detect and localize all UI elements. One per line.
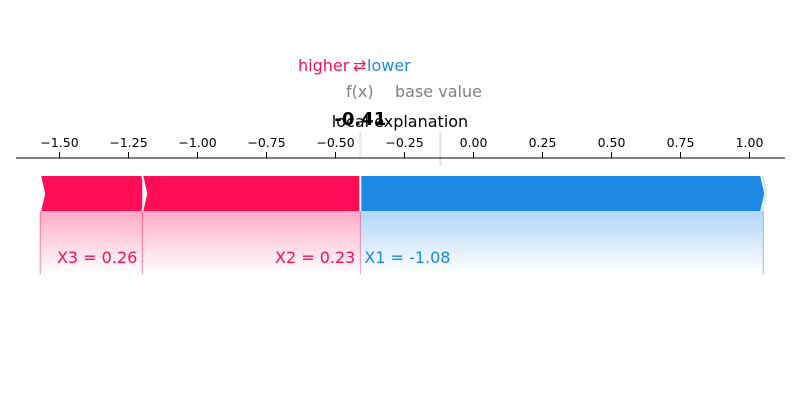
- feature-label-positive: X3 = 0.26: [57, 248, 137, 267]
- x-axis: −1.50 −1.25 −1.00 −0.75 −0.50 −0.25 0.00 0.25 0.…: [16, 132, 785, 166]
- bar-separator: [141, 175, 148, 212]
- fx-label: f(x): [346, 82, 374, 101]
- feature-label-positive: X2 = 0.23: [275, 248, 355, 267]
- feature-labels: X3 = 0.26 X2 = 0.23 X1 = -1.08: [57, 248, 451, 267]
- bar-end-cap: [761, 175, 768, 212]
- bar-negative-feature: [360, 176, 765, 211]
- feature-fills: [39, 211, 764, 274]
- bar-positive-feature: [40, 176, 143, 211]
- output-value-label: -0.41: [334, 109, 386, 130]
- x-tick-label: 1.00: [736, 135, 764, 150]
- x-tick-label: 0.25: [529, 135, 557, 150]
- feature-label-negative: X1 = -1.08: [364, 248, 450, 267]
- x-tick-label: −1.00: [178, 135, 216, 150]
- x-tick-label: −0.75: [247, 135, 285, 150]
- feature-bars: [39, 175, 768, 212]
- legend-lower-label: lower: [367, 56, 411, 75]
- negative-fill: [360, 211, 764, 274]
- x-tick-label: −0.50: [316, 135, 354, 150]
- legend-arrow-icon: ⇄: [353, 56, 366, 75]
- bar-separator: [39, 175, 46, 212]
- x-tick-label: −0.25: [385, 135, 423, 150]
- chart-title: local explanation: [332, 112, 468, 131]
- positive-fill: [40, 211, 143, 274]
- bar-positive-feature: [142, 176, 361, 211]
- x-tick-label: 0.50: [598, 135, 626, 150]
- x-tick-label: 0.00: [460, 135, 488, 150]
- x-tick-label: −1.25: [109, 135, 147, 150]
- x-tick-label: 0.75: [667, 135, 695, 150]
- x-tick-label: −1.50: [40, 135, 78, 150]
- positive-fill: [142, 211, 361, 274]
- base-value-label: base value: [395, 82, 482, 101]
- legend-higher-label: higher: [298, 56, 350, 75]
